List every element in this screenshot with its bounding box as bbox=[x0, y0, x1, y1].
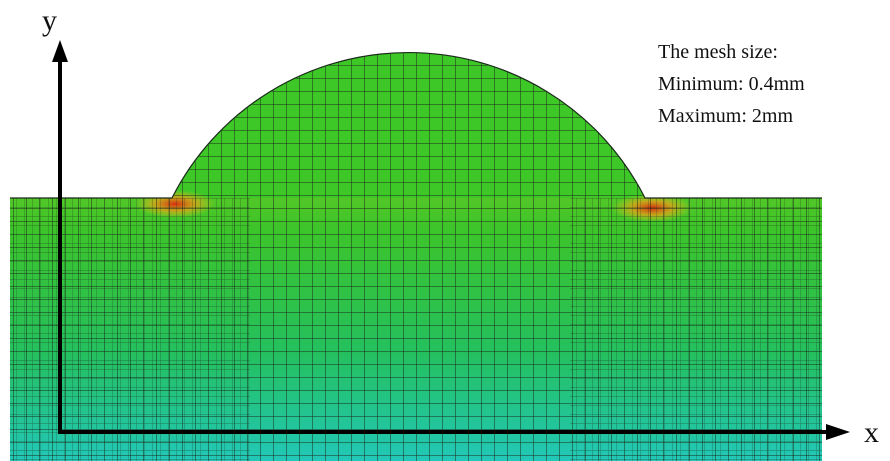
x-axis-label: x bbox=[864, 416, 879, 449]
mesh-figure: y x The mesh size: Minimum: 0.4mm Maximu… bbox=[0, 0, 890, 461]
annotation-line: Minimum: 0.4mm bbox=[658, 73, 805, 95]
annotation-line: Maximum: 2mm bbox=[658, 105, 793, 127]
mesh-body bbox=[10, 40, 822, 461]
y-axis-label: y bbox=[42, 4, 57, 37]
annotation-line: The mesh size: bbox=[658, 41, 778, 63]
